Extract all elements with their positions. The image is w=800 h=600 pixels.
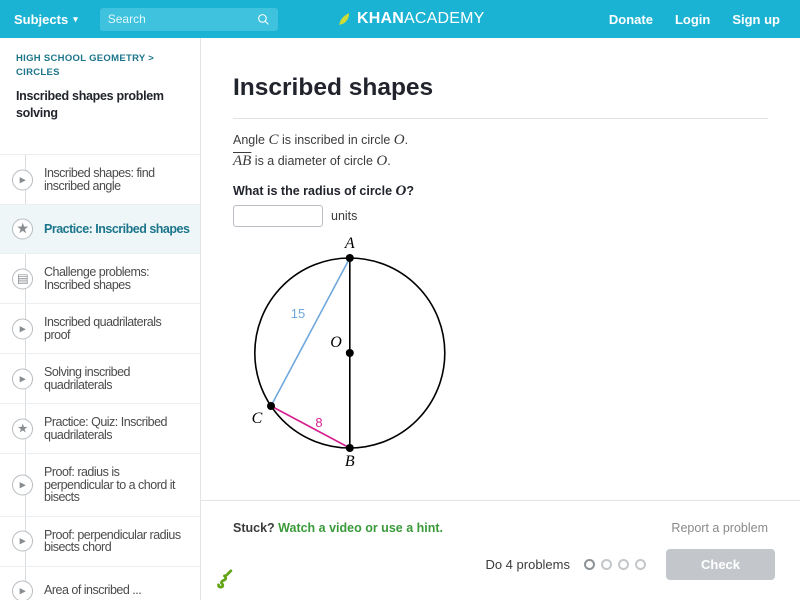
- svg-text:C: C: [252, 410, 263, 427]
- svg-text:O: O: [330, 334, 342, 351]
- svg-text:15: 15: [291, 306, 305, 321]
- svg-text:8: 8: [315, 415, 322, 430]
- svg-text:A: A: [344, 235, 355, 252]
- svg-text:B: B: [345, 453, 355, 470]
